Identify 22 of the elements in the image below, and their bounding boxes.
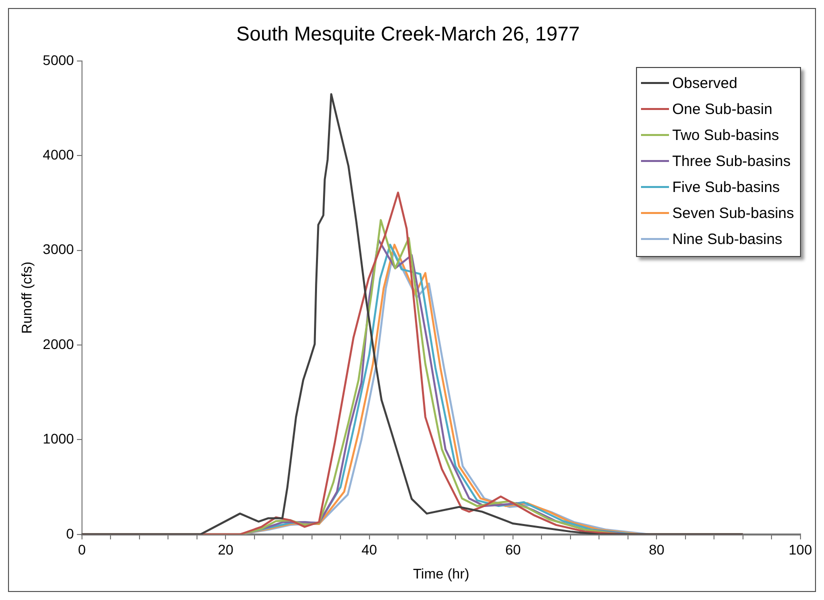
y-tick-label: 5000	[42, 52, 74, 68]
x-tick-label: 100	[788, 542, 812, 558]
y-tick-label: 2000	[42, 336, 74, 352]
x-axis-title: Time (hr)	[413, 565, 470, 582]
y-tick-label: 3000	[42, 241, 74, 258]
legend-label: Three Sub-basins	[672, 152, 791, 170]
y-tick-label: 4000	[42, 146, 74, 163]
x-tick-label: 0	[78, 542, 86, 558]
y-tick-label: 0	[66, 525, 74, 542]
y-tick-label: 1000	[42, 430, 74, 447]
legend-label: One Sub-basin	[672, 100, 772, 118]
legend-label: Seven Sub-basins	[672, 204, 794, 222]
legend-label: Observed	[672, 74, 738, 92]
x-tick-label: 40	[362, 542, 378, 558]
x-tick-label: 20	[218, 542, 234, 558]
legend-label: Five Sub-basins	[672, 178, 780, 196]
legend-label: Nine Sub-basins	[672, 230, 782, 248]
x-tick-label: 80	[648, 542, 665, 558]
legend-label: Two Sub-basins	[672, 126, 779, 144]
y-axis-title: Runoff (cfs)	[18, 262, 34, 334]
chart-title: South Mesquite Creek-March 26, 1977	[236, 24, 580, 46]
x-tick-label: 60	[505, 542, 521, 558]
